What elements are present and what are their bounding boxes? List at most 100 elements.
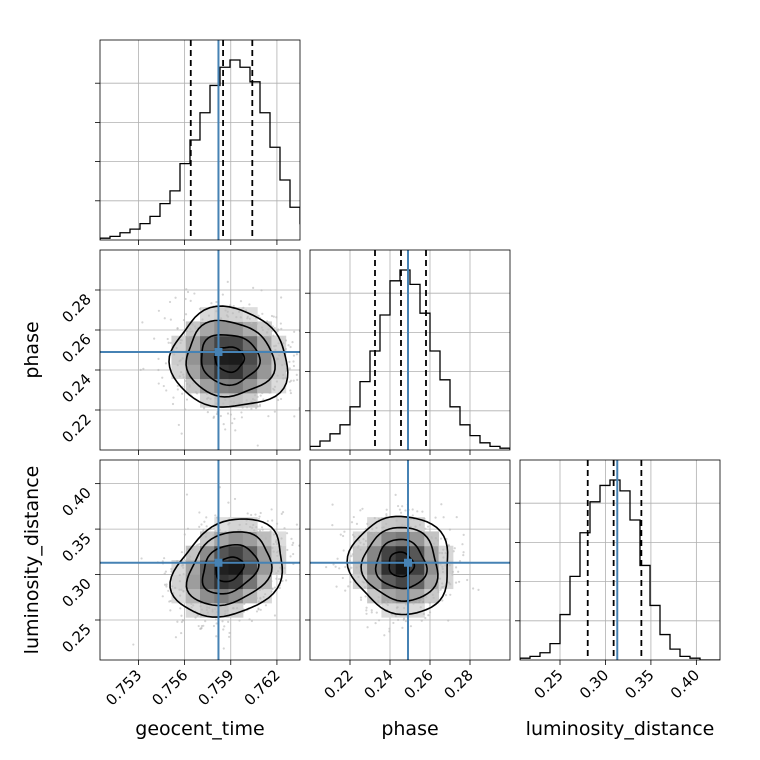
panel-geocent_time-luminosity_distance-point xyxy=(239,529,242,532)
panel-phase-luminosity_distance-point xyxy=(375,531,378,534)
panel-phase-luminosity_distance-point xyxy=(409,625,413,628)
panel-geocent_time-luminosity_distance-point xyxy=(214,514,217,517)
panel-geocent_time-phase-point xyxy=(234,429,237,432)
panel-geocent_time-phase-point xyxy=(250,407,253,410)
panel-geocent_time-luminosity_distance-point xyxy=(176,559,179,563)
panel-geocent_time-luminosity_distance-point xyxy=(252,523,255,527)
panel-geocent_time-phase-point xyxy=(202,407,206,410)
panel-geocent_time-phase-point xyxy=(248,303,251,306)
panel-geocent_time-luminosity_distance-point xyxy=(191,548,194,551)
panel-geocent_time-luminosity_distance-point xyxy=(270,508,273,511)
panel-geocent_time-phase-point xyxy=(182,373,185,376)
panel-phase-luminosity_distance-point xyxy=(331,524,334,527)
hist-luminosity_distance-xtick-label: 0.30 xyxy=(576,666,612,702)
panel-geocent_time-phase-density-cell xyxy=(185,350,201,365)
panel-phase-luminosity_distance-point xyxy=(448,528,452,531)
panel-geocent_time-phase-point xyxy=(272,334,275,337)
panel-geocent_time-phase-point xyxy=(273,385,277,388)
panel-phase-luminosity_distance-point xyxy=(350,521,354,524)
panel-geocent_time-phase-point xyxy=(266,331,269,334)
panel-phase-luminosity_distance-point xyxy=(454,581,458,584)
panel-phase-luminosity_distance-point xyxy=(454,566,458,569)
panel-geocent_time-luminosity_distance-point xyxy=(243,601,246,605)
panel-phase-luminosity_distance-point xyxy=(357,544,360,548)
panel-geocent_time-phase-point xyxy=(261,312,264,315)
panel-geocent_time-luminosity_distance-point xyxy=(180,551,184,554)
panel-geocent_time-phase-point xyxy=(205,392,209,395)
xlabel-luminosity_distance: luminosity_distance xyxy=(526,718,715,740)
panel-phase-luminosity_distance-point xyxy=(348,559,351,562)
panel-phase-luminosity_distance-point xyxy=(365,612,368,615)
hist-luminosity_distance-xtick-label: 0.35 xyxy=(621,666,657,702)
panel-phase-luminosity_distance-point xyxy=(377,596,380,599)
panel-geocent_time-phase-point xyxy=(267,382,271,385)
panel-geocent_time-phase-point xyxy=(164,362,168,365)
panel-geocent_time-luminosity_distance-point xyxy=(214,530,217,533)
panel-geocent_time-luminosity_distance-point xyxy=(291,543,294,547)
panel-geocent_time-phase-point xyxy=(169,318,172,321)
panel-geocent_time-luminosity_distance-point xyxy=(200,626,203,630)
panel-phase-luminosity_distance-point xyxy=(403,524,406,527)
panel-phase-luminosity_distance-point xyxy=(438,551,441,555)
panel-phase-luminosity_distance-point xyxy=(416,510,419,513)
panel-geocent_time-luminosity_distance-point xyxy=(286,548,289,552)
panel-phase-luminosity_distance-point xyxy=(449,593,452,596)
panel-phase-luminosity_distance-frame xyxy=(309,459,511,661)
panel-geocent_time-phase-point xyxy=(295,353,299,356)
panel-geocent_time-phase-point xyxy=(224,398,227,401)
panel-geocent_time-luminosity_distance-point xyxy=(181,563,184,566)
panel-geocent_time-luminosity_distance-point xyxy=(185,493,189,496)
panel-phase-luminosity_distance-point xyxy=(355,566,358,569)
panel-geocent_time-phase-point xyxy=(172,349,175,352)
panel-geocent_time-luminosity_distance-point xyxy=(186,527,190,530)
panel-phase-luminosity_distance-point xyxy=(385,600,388,604)
panel-phase-luminosity_distance-points xyxy=(325,493,480,637)
panel-phase-luminosity_distance-point xyxy=(436,588,439,591)
panel-geocent_time-luminosity_distance-point xyxy=(259,596,262,599)
panel-geocent_time-phase-point xyxy=(235,316,238,319)
panel-geocent_time-phase-point xyxy=(175,346,178,350)
panel-phase-luminosity_distance-point xyxy=(359,548,362,551)
panel-geocent_time-phase-point xyxy=(174,296,177,299)
panel-geocent_time-luminosity_distance-point xyxy=(192,604,195,607)
panel-geocent_time-phase-point xyxy=(267,415,270,418)
panel-geocent_time-phase-density-cell xyxy=(200,350,215,365)
panel-geocent_time-luminosity_distance-point xyxy=(260,526,264,529)
panel-geocent_time-phase-point xyxy=(157,309,161,312)
panel-geocent_time-phase-point xyxy=(239,300,243,303)
panel-geocent_time-phase-truth-marker xyxy=(214,348,223,356)
panel-geocent_time-luminosity_distance-point xyxy=(163,583,167,586)
panel-geocent_time-luminosity_distance-point xyxy=(274,540,278,543)
panel-geocent_time-luminosity_distance-point xyxy=(178,573,181,577)
panel-geocent_time-phase-point xyxy=(292,364,296,368)
panel-geocent_time-phase-grid xyxy=(100,250,300,450)
panel-geocent_time-phase-point xyxy=(256,405,260,408)
panel-geocent_time-phase-point xyxy=(193,325,197,328)
panel-geocent_time-phase-point xyxy=(284,339,288,342)
panel-phase-luminosity_distance-point xyxy=(437,584,440,587)
panel-phase-luminosity_distance-point xyxy=(428,611,432,614)
panel-geocent_time-luminosity_distance-point xyxy=(275,539,278,542)
panel-geocent_time-luminosity_distance-point xyxy=(285,579,288,582)
panel-geocent_time-phase-point xyxy=(293,415,296,418)
hist-phase-steps xyxy=(310,269,510,450)
panel-phase-luminosity_distance-point xyxy=(369,534,372,537)
panel-geocent_time-phase-point xyxy=(165,389,168,392)
panel-geocent_time-phase-point xyxy=(191,323,194,326)
panel-geocent_time-phase-point xyxy=(182,318,186,322)
panel-geocent_time-phase-density-cell xyxy=(185,335,201,351)
panel-phase-luminosity_distance-point xyxy=(394,493,397,496)
panel-phase-luminosity_distance-point xyxy=(325,566,328,569)
panel-geocent_time-luminosity_distance-ytick-label: 0.30 xyxy=(58,575,94,611)
panel-phase-luminosity_distance-density-cell xyxy=(367,574,382,590)
panel-geocent_time-phase-point xyxy=(181,357,184,360)
panel-geocent_time-phase-point xyxy=(209,397,212,400)
panel-phase-luminosity_distance-point xyxy=(424,527,427,530)
panel-geocent_time-phase-density-cell xyxy=(200,335,215,351)
panel-geocent_time-phase-point xyxy=(240,416,244,419)
panel-geocent_time-luminosity_distance-point xyxy=(289,555,292,558)
panel-geocent_time-luminosity_distance-point xyxy=(188,558,191,561)
hist-geocent_time-grid xyxy=(138,40,278,240)
panel-geocent_time-luminosity_distance-point xyxy=(204,620,207,623)
panel-phase-luminosity_distance-point xyxy=(377,600,380,603)
